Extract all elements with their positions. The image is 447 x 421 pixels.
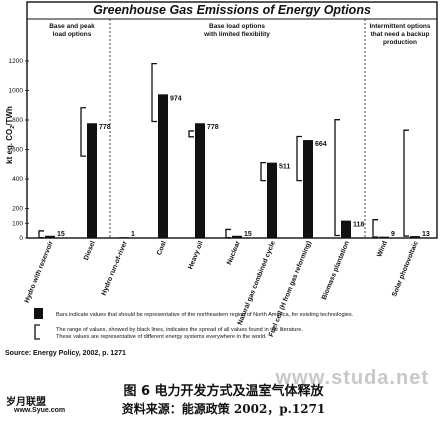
range-bracket — [296, 135, 302, 182]
range-bracket — [372, 219, 378, 238]
legend-bar-text: Bars indicate values that should be repr… — [56, 312, 354, 318]
bar — [341, 220, 351, 238]
legend-range-text-1: The range of values, showed by black lin… — [56, 327, 303, 333]
category-label: Nuclear — [226, 240, 242, 266]
range-bracket — [151, 63, 157, 123]
watermark: www.studa.net — [275, 367, 429, 389]
legend-range-text-2: These values are representative of diffe… — [56, 334, 267, 340]
category-label: Coal — [156, 240, 168, 256]
category-label: Hydro run-of-river — [101, 240, 129, 297]
category-label: Fuel cell (H from gas reforming) — [268, 240, 313, 338]
value-label: 1 — [131, 231, 135, 238]
value-label: 15 — [57, 231, 65, 238]
bar — [303, 140, 313, 238]
category-label: Wind — [376, 240, 389, 258]
category-label: Heavy oil — [187, 240, 205, 270]
legend-range-swatch — [34, 324, 40, 340]
bar — [410, 236, 420, 238]
category-label: Diesel — [83, 240, 97, 261]
legend-bar-swatch — [34, 308, 43, 319]
value-label: 9 — [391, 231, 395, 238]
y-tick-label: 200 — [12, 206, 23, 213]
bar — [45, 235, 55, 238]
range-bracket — [38, 230, 44, 239]
range-bracket — [225, 228, 231, 239]
range-bracket — [403, 129, 409, 237]
section-label-intermittent: Intermittent options that need a backup pr… — [369, 23, 430, 46]
value-label: 511 — [279, 164, 290, 171]
bar — [195, 123, 205, 238]
value-label: 974 — [170, 95, 182, 102]
range-bracket — [188, 130, 194, 138]
bar — [119, 237, 129, 238]
value-label: 13 — [422, 231, 430, 238]
y-tick-label: 1000 — [9, 88, 24, 95]
range-bracket — [80, 107, 86, 157]
chart-marks: 15 778 1 974 778 15 511 664 118 9 13 — [38, 63, 430, 239]
figure-caption: 图 6 电力开发方式及温室气体释放 — [123, 384, 324, 399]
y-tick-label: 600 — [12, 147, 23, 154]
y-axis-label: kt eq. CO2/TWh — [5, 106, 16, 164]
value-label: 664 — [315, 141, 327, 148]
y-tick-label: 400 — [12, 176, 23, 183]
section-label-base-peak: Base and peak load options — [49, 23, 95, 38]
category-label: Hydro with reservoir — [24, 240, 55, 304]
section-label-base-load: Base load options with limited flexibilit… — [203, 23, 270, 38]
bar — [232, 235, 242, 238]
y-tick-label: 0 — [19, 235, 23, 242]
value-label: 15 — [244, 231, 252, 238]
site-logo-url: www.Syue.com — [14, 407, 66, 414]
reference-caption: 资料来源：能源政策 2002，p.1271 — [121, 402, 326, 416]
range-bracket — [260, 161, 266, 182]
y-tick-label: 1200 — [9, 58, 24, 65]
y-tick-label: 100 — [12, 220, 23, 227]
value-label: 778 — [207, 124, 219, 131]
bar — [267, 162, 277, 238]
category-label: Biomass plantation — [321, 240, 351, 301]
y-axis: 0 100 200 400 600 800 1000 1200 — [9, 58, 29, 242]
value-label: 118 — [353, 222, 364, 229]
y-tick-label: 800 — [12, 117, 23, 124]
source-note: Source: Energy Policy, 2002, p. 1271 — [5, 350, 126, 357]
bar — [158, 94, 168, 239]
range-bracket — [334, 119, 340, 237]
bar — [379, 236, 389, 238]
site-logo-name: 岁月联盟 — [6, 397, 46, 408]
chart-title: Greenhouse Gas Emissions of Energy Optio… — [93, 3, 371, 17]
bar — [87, 123, 97, 238]
x-axis-labels: Hydro with reservoir Diesel Hydro run-of-r… — [24, 240, 420, 338]
emissions-chart: Greenhouse Gas Emissions of Energy Optio… — [5, 1, 438, 340]
value-label: 778 — [99, 124, 111, 131]
category-label: Solar photovoltaic — [391, 240, 420, 298]
